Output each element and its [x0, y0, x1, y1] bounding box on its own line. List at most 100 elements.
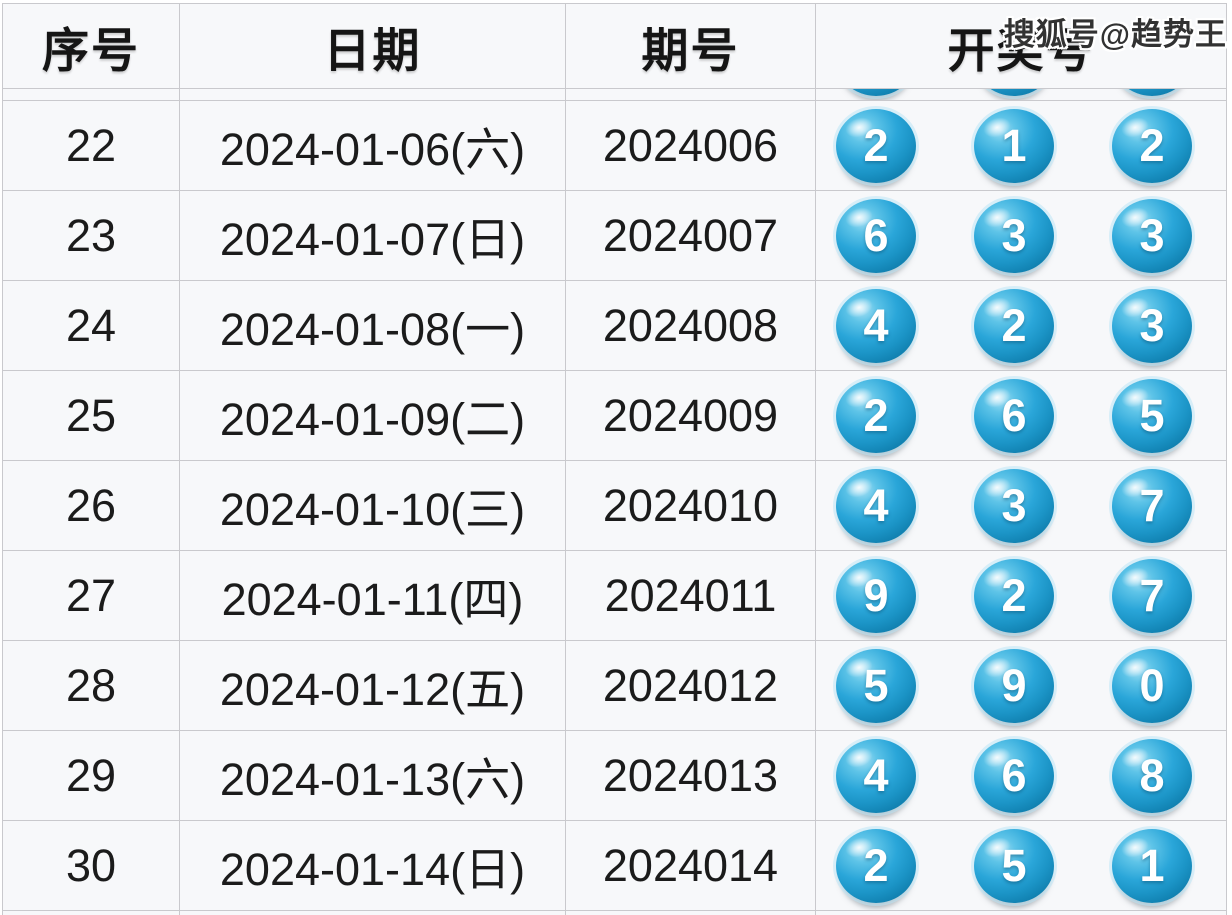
issue-text: 2024006 [602, 119, 779, 171]
lottery-ball: 2 [836, 378, 916, 453]
clipped-cell [566, 911, 816, 915]
watermark-sohu-account: 搜狐号@趋势王 [1003, 17, 1227, 52]
lottery-ball: 7 [1112, 558, 1192, 633]
cell-seq: 26 [3, 461, 180, 551]
cell-seq: 27 [3, 551, 180, 641]
lottery-ball-partial [1112, 89, 1192, 96]
cell-seq: 29 [3, 731, 180, 821]
cell-date: 2024-01-08(一) [180, 281, 566, 371]
cell-date: 2024-01-13(六) [180, 731, 566, 821]
cell-issue: 2024012 [566, 641, 816, 731]
lottery-ball: 3 [974, 468, 1054, 543]
lottery-ball: 6 [974, 378, 1054, 453]
seq-text: 26 [65, 479, 117, 531]
lottery-ball-partial [974, 89, 1054, 96]
table-header-row: 序号 日期 期号 开奖号 [3, 4, 1227, 89]
issue-text: 2024010 [602, 479, 779, 531]
date-text: 2024-01-08(一) [219, 304, 526, 355]
cell-seq: 25 [3, 371, 180, 461]
lottery-ball: 4 [836, 738, 916, 813]
cell-date: 2024-01-09(二) [180, 371, 566, 461]
lottery-ball: 6 [836, 198, 916, 273]
header-date: 日期 [180, 4, 566, 89]
lottery-ball: 8 [1112, 738, 1192, 813]
issue-text: 2024009 [602, 389, 779, 441]
header-draw-numbers-label: 开奖号 [947, 23, 1095, 77]
seq-text: 25 [65, 389, 117, 441]
header-seq-label: 序号 [42, 23, 140, 77]
cell-date: 2024-01-14(日) [180, 821, 566, 911]
header-issue: 期号 [566, 4, 816, 89]
cell-date: 2024-01-07(日) [180, 191, 566, 281]
seq-text: 27 [65, 569, 117, 621]
cell-issue: 2024009 [566, 371, 816, 461]
header-date-label: 日期 [323, 23, 422, 77]
lottery-ball: 4 [836, 468, 916, 543]
cell-issue: 2024013 [566, 731, 816, 821]
clipped-next-row [3, 911, 1227, 915]
seq-text: 28 [65, 659, 117, 711]
issue-text: 2024011 [604, 569, 777, 621]
seq-text: 22 [65, 119, 117, 171]
seq-text: 29 [65, 749, 117, 801]
lottery-ball: 1 [974, 108, 1054, 183]
cell-seq: 22 [3, 101, 180, 191]
cell-date: 2024-01-12(五) [180, 641, 566, 731]
lottery-ball: 7 [1112, 468, 1192, 543]
date-text: 2024-01-10(三) [219, 484, 526, 535]
cell-seq: 28 [3, 641, 180, 731]
seq-text: 24 [65, 299, 117, 351]
clipped-cell-issue [566, 89, 816, 101]
clipped-cell [816, 911, 1227, 915]
cell-issue: 2024007 [566, 191, 816, 281]
date-text: 2024-01-12(五) [219, 664, 526, 715]
lottery-ball: 4 [836, 288, 916, 363]
lottery-ball: 5 [974, 828, 1054, 903]
header-draw-numbers: 开奖号 [816, 4, 1227, 89]
issue-text: 2024014 [602, 839, 779, 891]
lottery-ball: 6 [974, 738, 1054, 813]
issue-text: 2024007 [602, 209, 779, 261]
date-text: 2024-01-09(二) [219, 394, 526, 445]
lottery-ball: 9 [974, 648, 1054, 723]
cell-issue: 2024006 [566, 101, 816, 191]
cell-date: 2024-01-11(四) [180, 551, 566, 641]
clipped-cell [180, 911, 566, 915]
lottery-ball: 3 [1112, 288, 1192, 363]
seq-text: 23 [65, 209, 117, 261]
lottery-ball: 2 [974, 558, 1054, 633]
header-issue-label: 期号 [641, 23, 740, 77]
lottery-ball: 2 [1112, 108, 1192, 183]
date-text: 2024-01-07(日) [219, 214, 526, 265]
cell-issue: 2024010 [566, 461, 816, 551]
lottery-ball: 1 [1112, 828, 1192, 903]
header-seq: 序号 [3, 4, 180, 89]
cell-issue: 2024011 [566, 551, 816, 641]
cell-seq: 30 [3, 821, 180, 911]
date-text: 2024-01-13(六) [219, 754, 526, 805]
cell-seq: 23 [3, 191, 180, 281]
issue-text: 2024013 [602, 749, 779, 801]
clipped-cell-date [180, 89, 566, 101]
lottery-ball: 9 [836, 558, 916, 633]
lottery-ball: 2 [836, 828, 916, 903]
issue-text: 2024012 [602, 659, 779, 711]
date-text: 2024-01-11(四) [221, 574, 524, 625]
lottery-ball: 5 [836, 648, 916, 723]
date-text: 2024-01-06(六) [219, 124, 526, 175]
